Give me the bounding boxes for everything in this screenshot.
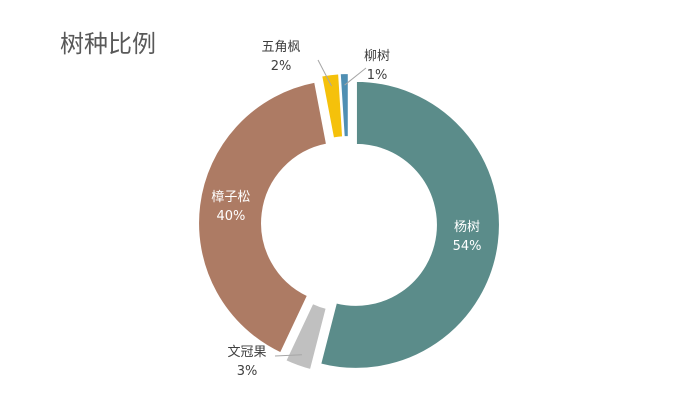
slice-label-name-2: 樟子松 [211, 190, 250, 205]
slice-0 [318, 79, 501, 370]
leader-line-3 [317, 59, 333, 87]
slice-2 [197, 80, 329, 355]
leader-line-1 [274, 354, 302, 357]
slice-label-name-4: 柳树 [364, 49, 390, 64]
slice-label-value-3: 2% [271, 59, 292, 74]
slice-4 [338, 72, 350, 139]
leader-lines [274, 59, 367, 357]
slice-label-value-4: 1% [367, 68, 388, 83]
slices [197, 72, 501, 372]
leader-line-4 [344, 67, 367, 86]
data-labels: 杨树 54% 文冠果 3% 樟子松 40% 五角枫 2% 柳树 1% [211, 40, 481, 379]
slice-label-name-1: 文冠果 [227, 345, 266, 360]
slice-label-name-0: 杨树 [454, 220, 480, 235]
slice-1 [283, 301, 328, 372]
slice-label-name-3: 五角枫 [261, 40, 300, 55]
slice-label-value-2: 40% [216, 209, 245, 224]
slice-label-value-1: 3% [237, 364, 258, 379]
slice-label-value-0: 54% [453, 239, 482, 254]
chart-title: 树种比例 [60, 30, 156, 58]
